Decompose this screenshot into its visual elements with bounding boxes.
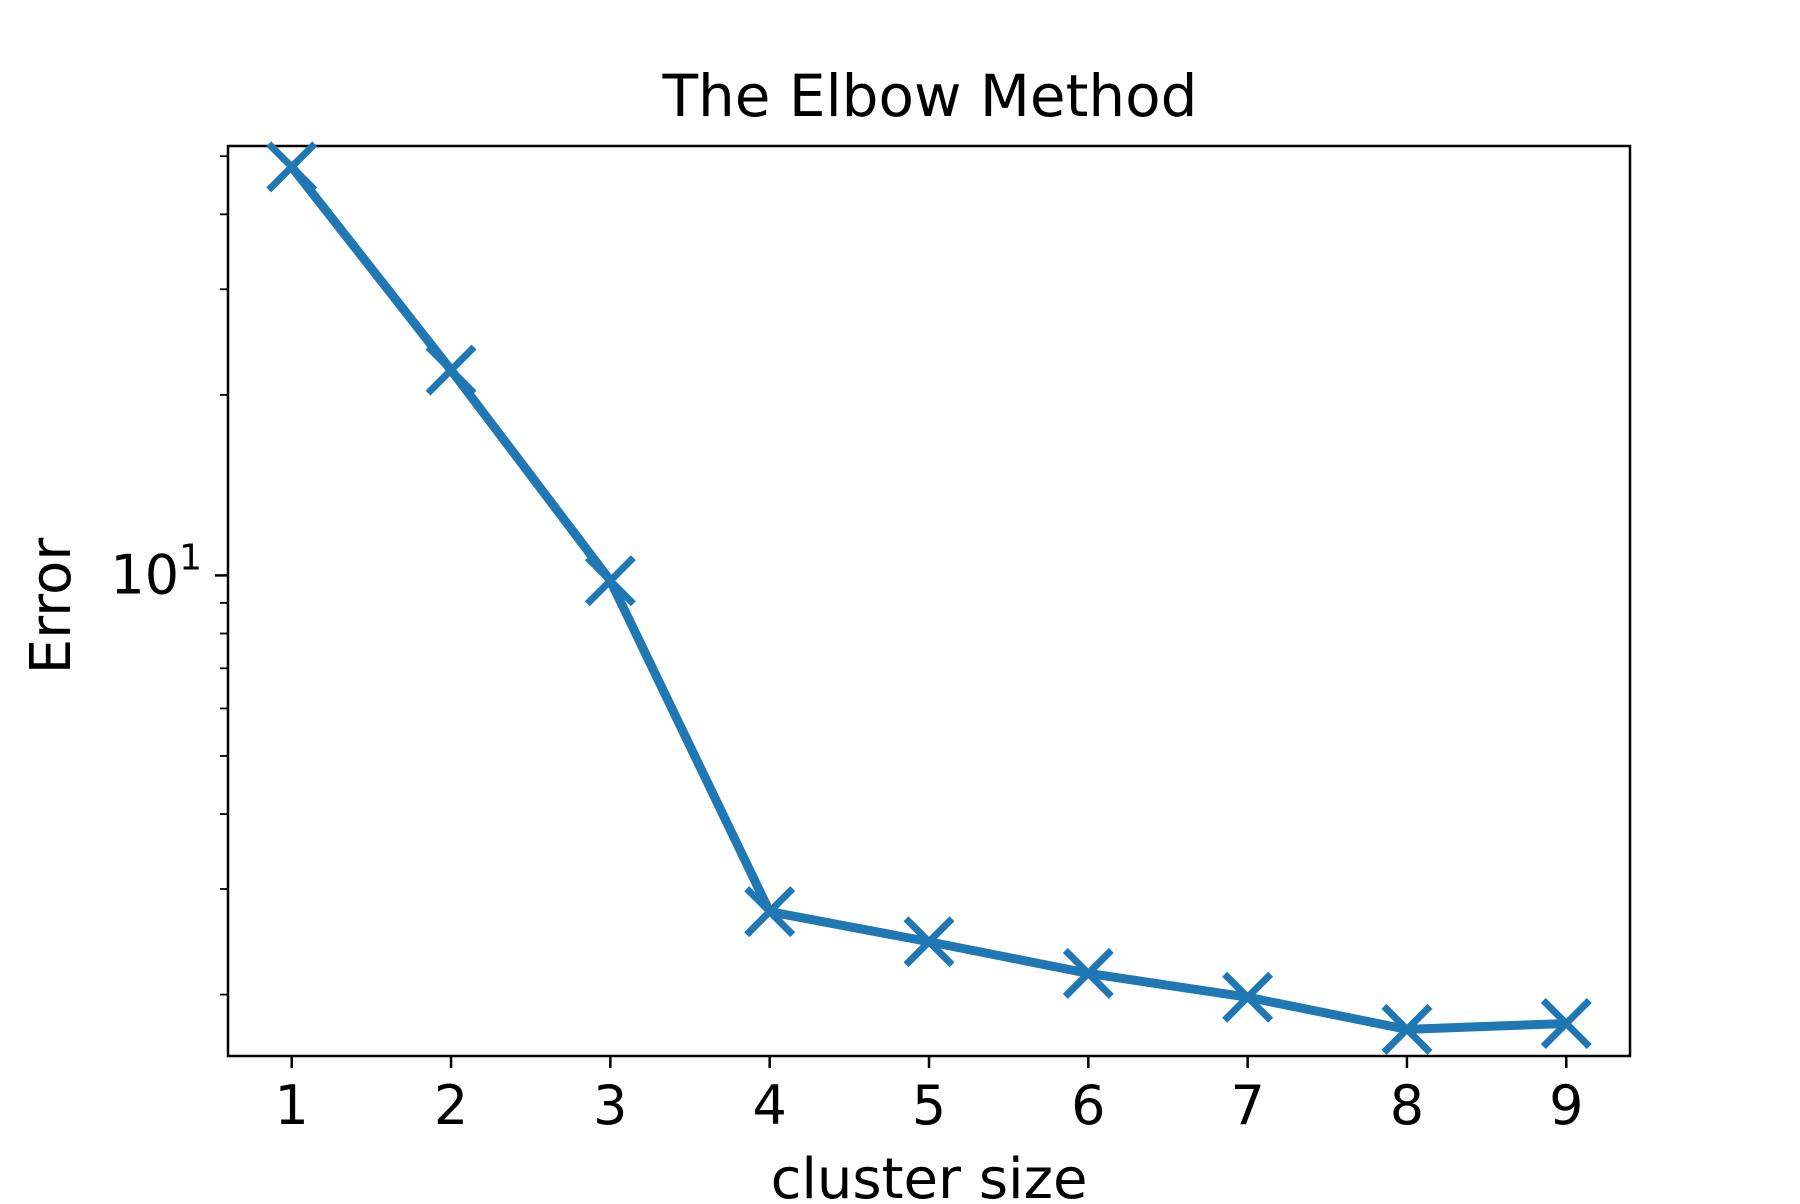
data-point-marker: [1540, 998, 1592, 1049]
marker-stroke: [1381, 1003, 1433, 1055]
x-tick-label: 1: [275, 1074, 309, 1137]
x-axis-label: cluster size: [771, 1147, 1088, 1200]
y-axis-label: Error: [19, 537, 84, 674]
x-tick-label: 3: [593, 1074, 627, 1137]
data-point-marker: [1381, 1003, 1433, 1055]
x-tick-label: 2: [434, 1074, 468, 1137]
x-tick-label: 6: [1071, 1074, 1105, 1137]
data-point-marker: [1222, 971, 1274, 1023]
chart-title: The Elbow Method: [662, 62, 1198, 130]
series-line: [288, 164, 1567, 1034]
data-point-marker: [903, 916, 955, 968]
marker-stroke: [1222, 971, 1274, 1023]
x-tick-label: 8: [1390, 1074, 1424, 1137]
data-point-marker: [266, 141, 318, 193]
marker-stroke: [903, 916, 955, 968]
x-tick-label: 9: [1549, 1074, 1583, 1137]
x-tick-label: 4: [753, 1074, 787, 1137]
data-point-marker: [584, 555, 636, 607]
marker-stroke: [425, 344, 477, 396]
x-ticks: 1 2 3 4 5 6 7 8 9: [275, 1056, 1583, 1137]
marker-stroke: [1540, 998, 1592, 1049]
marker-stroke: [1062, 947, 1114, 999]
y-major-tick: 101: [110, 537, 228, 606]
y-tick-label: 101: [110, 537, 202, 606]
series-error: [266, 141, 1592, 1055]
x-tick-label: 5: [912, 1074, 946, 1137]
plot-area-frame: [226, 144, 1632, 1058]
y-minor-ticks: [220, 155, 228, 996]
marker-stroke: [584, 555, 636, 607]
data-point-marker: [744, 886, 796, 938]
marker-stroke: [744, 886, 796, 938]
data-point-marker: [1062, 947, 1114, 999]
marker-stroke: [266, 141, 318, 193]
x-tick-label: 7: [1230, 1074, 1264, 1137]
data-point-marker: [425, 344, 477, 396]
